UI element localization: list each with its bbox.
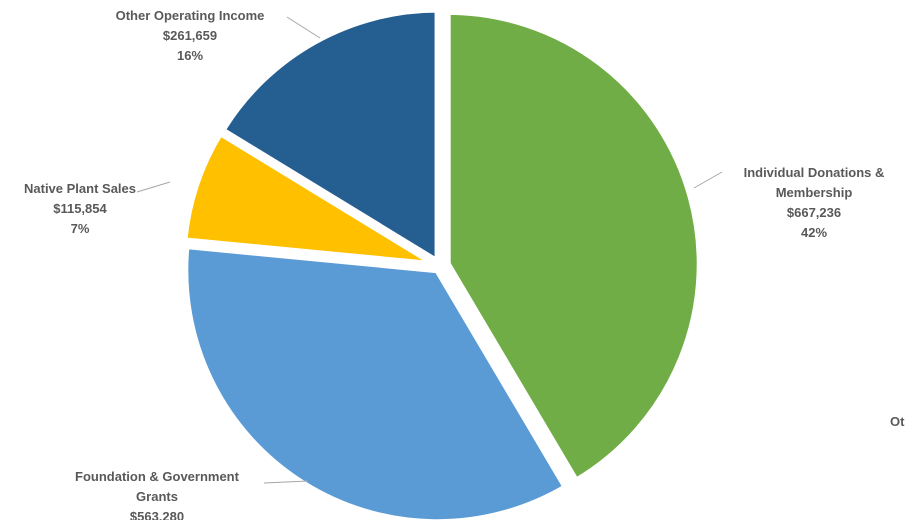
leader-lines [136, 16, 723, 484]
clipped-data-label: Ot [890, 414, 905, 429]
pie-slice-native-plant-sales [181, 128, 437, 268]
data-labels: Individual Donations & Membership $667,236… [24, 8, 884, 520]
pie-slices [181, 6, 703, 520]
pie-slice-other-operating-income [218, 6, 441, 267]
leader-line-foundation-grants [263, 480, 309, 484]
leader-line-other-operating-income [286, 16, 321, 39]
data-label-native-plant-sales: Native Plant Sales $115,854 7% [24, 181, 136, 236]
pie-slice-individual-donations [444, 8, 703, 485]
data-label-other-operating-income: Other Operating Income $261,659 16% [116, 8, 265, 63]
data-label-individual-donations: Individual Donations & Membership $667,236… [744, 165, 885, 240]
leader-line-native-plant-sales [136, 181, 171, 193]
leader-line-individual-donations [693, 171, 723, 189]
pie-slice-foundation-grants [182, 242, 570, 520]
